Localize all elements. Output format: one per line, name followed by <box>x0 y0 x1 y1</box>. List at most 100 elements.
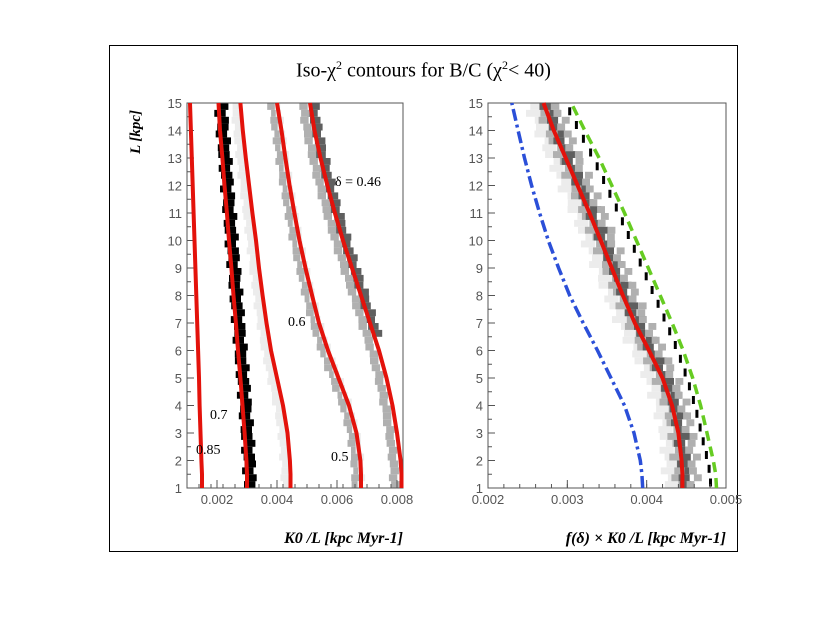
contour-cell <box>297 261 306 268</box>
contour-cell <box>526 109 541 117</box>
contour-cell <box>276 151 286 158</box>
contour-cell <box>388 474 398 482</box>
contour-cell <box>683 412 691 420</box>
contour-cell <box>271 384 281 392</box>
contour-cell <box>675 378 684 385</box>
contour-cell <box>337 391 346 399</box>
contour-cell <box>358 288 369 296</box>
annotation-0: δ = 0.46 <box>335 175 381 190</box>
contour-cell <box>278 178 288 186</box>
contour-cell <box>616 309 631 317</box>
contour-cell <box>671 474 685 482</box>
contour-cell <box>324 364 333 372</box>
contour-cell <box>287 219 297 227</box>
contour-cell <box>312 123 323 131</box>
series-line-0-7 <box>216 102 249 488</box>
contour-cell <box>235 151 245 158</box>
contour-cell <box>551 103 560 110</box>
contour-cell <box>561 171 574 179</box>
contour-cell <box>279 426 289 433</box>
contour-cell <box>327 226 337 234</box>
y-tick-label: 4 <box>476 399 483 414</box>
contour-cell <box>624 329 639 337</box>
contour-cell <box>289 226 298 234</box>
contour-marker <box>608 189 612 198</box>
y-tick-label: 15 <box>168 96 182 111</box>
contour-cell <box>557 185 572 193</box>
contour-cell <box>317 192 326 200</box>
contour-cell <box>330 233 339 241</box>
contour-cell <box>340 268 349 275</box>
contour-marker <box>673 341 677 349</box>
contour-cell <box>249 261 259 268</box>
contour-cell <box>613 254 621 262</box>
contour-cell <box>282 185 292 193</box>
contour-cell <box>602 268 616 275</box>
contour-cell <box>600 213 609 220</box>
contour-cell <box>250 254 260 262</box>
contour-cell <box>245 474 257 482</box>
contour-cell <box>275 158 284 165</box>
contour-cell <box>371 364 381 372</box>
contour-cell <box>255 295 265 303</box>
title-rest: contours for B/C (χ <box>342 59 502 82</box>
contour-cell <box>244 460 256 468</box>
y-tick-label: 3 <box>476 426 483 441</box>
contour-cell <box>669 405 681 413</box>
contour-marker <box>589 148 593 157</box>
contour-cell <box>679 453 691 461</box>
contour-marker <box>656 299 660 308</box>
contour-cell <box>346 426 356 433</box>
contour-cell <box>237 378 250 385</box>
contour-cell <box>375 371 384 378</box>
contour-cell <box>293 254 302 262</box>
contour-cell <box>303 123 312 131</box>
contour-cell <box>240 398 252 406</box>
contour-cell <box>301 109 310 117</box>
contour-cell <box>276 405 285 413</box>
contour-marker <box>620 217 624 226</box>
contour-cell <box>627 302 639 310</box>
series-line-green-dashed <box>569 102 719 489</box>
contour-cell <box>271 109 280 117</box>
contour-cell <box>247 233 256 241</box>
contour-cell <box>352 302 361 310</box>
contour-cell <box>606 233 615 241</box>
contour-cell <box>565 144 574 152</box>
contour-marker <box>650 286 654 294</box>
y-tick-label: 11 <box>169 206 183 221</box>
contour-marker <box>638 258 642 267</box>
series-line-0-5 <box>275 102 363 488</box>
contour-cell <box>277 433 287 440</box>
series-line-0-6 <box>238 102 293 488</box>
x-axis-label: f(δ) × K0 /L [kpc Myr-1] <box>566 530 726 547</box>
contour-cell <box>602 247 614 255</box>
contour-cell <box>304 295 313 303</box>
contour-cell <box>283 199 292 207</box>
contour-cell <box>646 336 658 344</box>
contour-cell <box>580 240 596 248</box>
contour-cell <box>222 178 234 186</box>
contour-marker <box>668 327 672 336</box>
contour-marker <box>662 313 666 322</box>
contour-cell <box>346 281 355 289</box>
y-tick-label: 4 <box>175 399 182 414</box>
contour-cell <box>557 123 566 131</box>
series-line-blue-dash-dot <box>510 102 645 489</box>
contour-cell <box>240 192 250 200</box>
contour-cell <box>590 206 602 213</box>
contour-cell <box>283 481 292 488</box>
contour-cell <box>315 178 324 186</box>
contour-cell <box>589 199 598 207</box>
y-tick-label: 9 <box>175 261 182 276</box>
contour-cell <box>351 446 360 454</box>
contour-cell <box>382 412 392 420</box>
contour-cell <box>265 364 275 372</box>
contour-cell <box>355 309 364 317</box>
contour-cell <box>682 398 691 406</box>
contour-cell <box>571 171 583 179</box>
contour-cell <box>612 316 627 323</box>
contour-cell <box>280 474 290 482</box>
contour-cell <box>279 171 288 179</box>
contour-marker <box>695 409 699 418</box>
